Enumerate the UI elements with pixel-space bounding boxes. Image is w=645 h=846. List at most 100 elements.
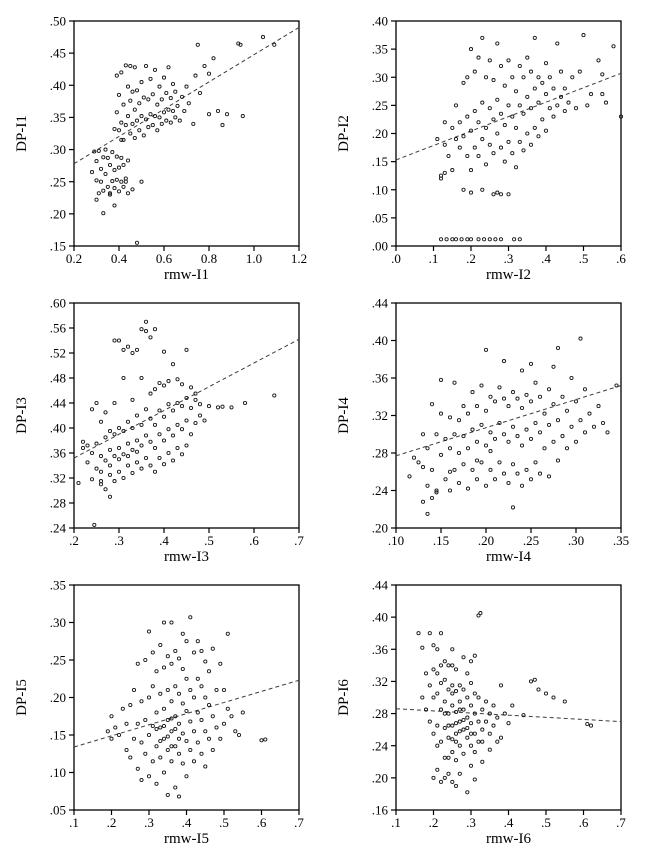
data-point	[176, 736, 182, 741]
data-point	[175, 445, 180, 451]
data-point	[472, 711, 477, 716]
y-tick-label: .35	[50, 578, 66, 593]
data-point	[260, 35, 266, 40]
data-point	[407, 474, 412, 479]
data-point	[532, 125, 537, 130]
data-point	[121, 375, 126, 381]
data-point	[150, 123, 155, 128]
data-point	[510, 424, 516, 429]
y-tick-label: .56	[50, 321, 67, 336]
data-point	[173, 744, 178, 749]
data-point	[528, 69, 534, 74]
data-point	[420, 695, 425, 700]
data-point	[506, 439, 511, 444]
data-point	[470, 427, 475, 432]
data-point	[578, 336, 583, 341]
data-point	[179, 427, 185, 432]
x-tick-label: .1	[69, 815, 79, 830]
data-point	[98, 469, 104, 474]
data-point	[173, 115, 178, 120]
data-point	[179, 452, 185, 457]
data-point	[139, 422, 144, 427]
data-point	[443, 436, 448, 441]
data-point	[112, 432, 117, 437]
data-point	[184, 418, 189, 423]
data-point	[468, 168, 474, 173]
data-point	[452, 467, 457, 472]
x-tick-label: .4	[541, 251, 551, 266]
data-point	[92, 522, 97, 527]
data-point	[542, 446, 547, 451]
data-point	[447, 488, 453, 493]
data-point	[555, 103, 560, 108]
x-tick-label: .15	[433, 533, 449, 548]
data-point	[158, 642, 163, 648]
data-point	[498, 111, 504, 116]
data-point	[134, 438, 140, 443]
data-point	[148, 335, 153, 340]
y-tick-label: .48	[50, 371, 66, 386]
data-point	[107, 429, 113, 434]
y-axis: .05 .10 .15 .20 .25 .30 .35	[50, 578, 74, 818]
data-point	[465, 715, 470, 720]
y-tick-label: .36	[372, 642, 389, 657]
data-point	[488, 449, 493, 454]
y-tick-label: .15	[50, 239, 66, 254]
trendline	[73, 679, 300, 748]
data-point	[555, 41, 560, 46]
data-point	[203, 659, 208, 664]
data-point	[453, 237, 459, 242]
data-point	[107, 191, 113, 196]
data-point	[180, 731, 185, 736]
data-point	[423, 671, 429, 676]
y-tick-label: .40	[372, 610, 388, 625]
data-point	[202, 63, 207, 69]
data-point	[193, 73, 198, 78]
data-point	[528, 436, 534, 441]
data-point	[116, 189, 122, 194]
scatter-plot-dp-i3: .2 .3 .4 .5 .6 .7 .24 .28 .32 .36 .40 .44 .48 .52 .56.…	[14, 296, 304, 564]
data-point	[103, 147, 108, 152]
data-point	[442, 120, 447, 125]
data-point	[542, 411, 547, 416]
data-point	[457, 707, 462, 712]
data-point	[179, 382, 185, 387]
data-point	[450, 737, 455, 742]
data-point	[461, 751, 466, 756]
data-point	[112, 186, 117, 191]
data-point	[177, 118, 182, 123]
data-point	[468, 47, 474, 52]
data-point	[161, 75, 167, 80]
data-point	[476, 613, 481, 618]
data-point	[431, 731, 436, 736]
data-point	[483, 719, 489, 724]
data-point	[487, 142, 492, 147]
data-point	[130, 425, 135, 431]
data-point	[148, 112, 153, 117]
data-point	[492, 436, 498, 441]
data-point	[495, 190, 500, 195]
data-point	[492, 399, 498, 404]
data-point	[447, 415, 453, 420]
data-point	[562, 86, 567, 91]
data-point	[470, 467, 475, 472]
data-point	[472, 69, 477, 74]
data-point	[472, 691, 477, 696]
data-point	[585, 721, 590, 727]
data-point	[193, 397, 198, 402]
plot-cell-dp-i3: .2 .3 .4 .5 .6 .7 .24 .28 .32 .36 .40 .44 .48 .52 .56.…	[0, 282, 322, 564]
data-point	[272, 42, 277, 47]
data-point	[465, 114, 470, 119]
data-point	[482, 237, 487, 242]
data-point	[446, 735, 451, 740]
data-point	[591, 424, 597, 429]
data-point	[121, 137, 126, 142]
data-point	[125, 84, 131, 89]
data-point	[551, 364, 556, 369]
data-point	[158, 725, 163, 730]
data-point	[154, 781, 159, 786]
data-point	[456, 450, 462, 456]
data-point	[121, 184, 126, 189]
data-point	[123, 63, 128, 68]
data-point	[114, 110, 119, 115]
